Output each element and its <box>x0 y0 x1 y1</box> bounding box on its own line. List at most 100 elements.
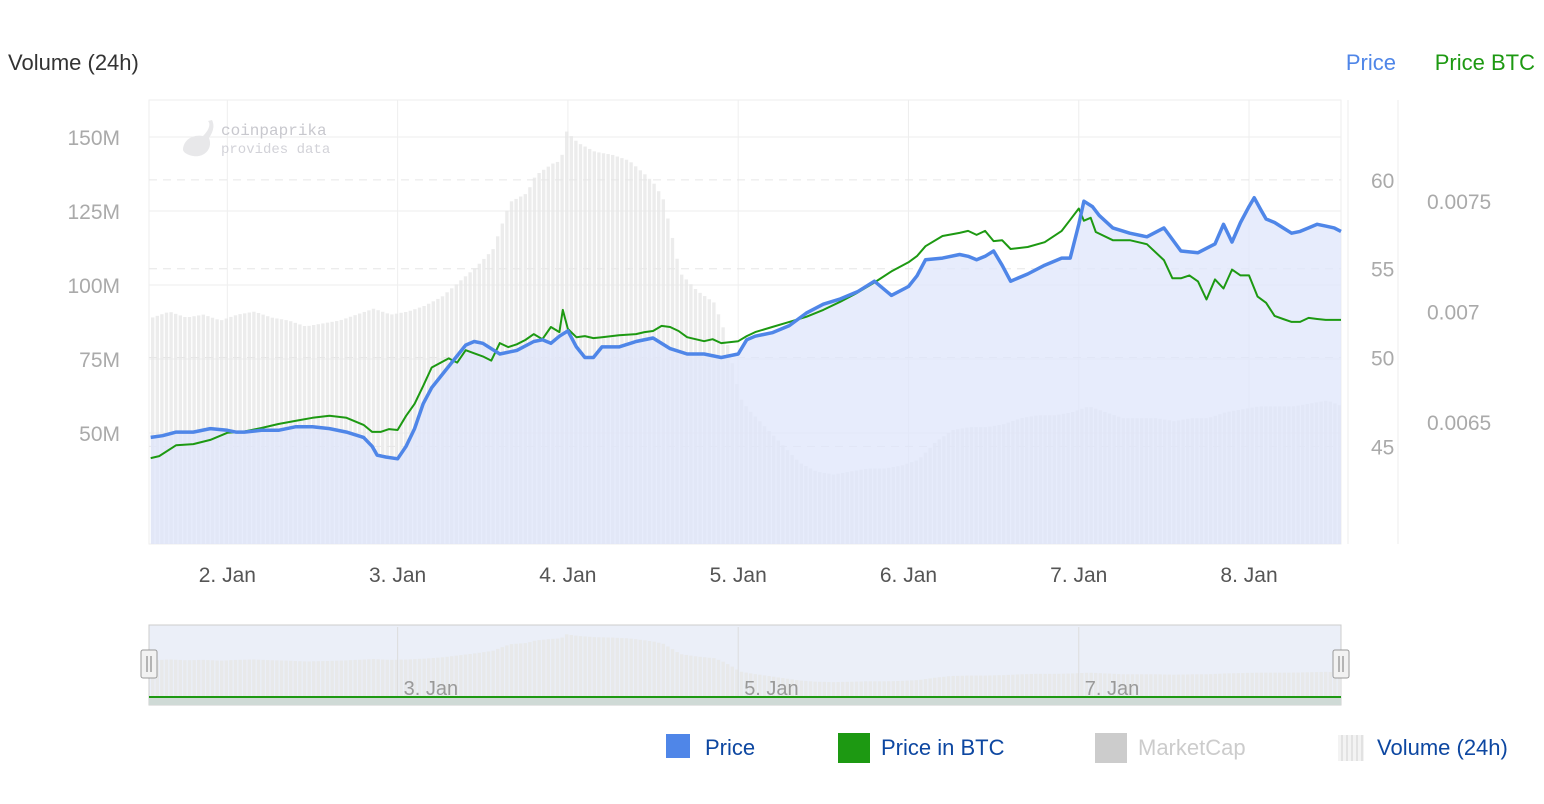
navigator-volume-bar <box>1176 674 1181 697</box>
navigator-volume-bar <box>1273 672 1277 697</box>
navigator-volume-bar <box>873 681 877 697</box>
navigator-volume-bar <box>698 656 702 697</box>
navigator-volume-bar <box>615 637 619 697</box>
navigator-volume-bar <box>1337 672 1342 697</box>
navigator-volume-bar <box>1250 672 1254 697</box>
navigator-volume-bar <box>749 673 753 697</box>
navigator-volume-bar <box>670 649 675 697</box>
volume-bar <box>192 316 196 544</box>
volume-tick-label: 150M <box>67 127 120 150</box>
navigator-volume-bar <box>652 641 656 697</box>
navigator-volume-bar <box>220 660 224 697</box>
navigator-volume-bar <box>647 640 652 697</box>
navigator-volume-bar <box>436 657 440 697</box>
navigator-handle-left[interactable] <box>140 649 158 679</box>
price-btc-axis-title[interactable]: Price BTC <box>1435 50 1535 75</box>
navigator-volume-bar <box>316 661 320 697</box>
navigator-volume-bar <box>661 643 665 697</box>
volume-bar <box>233 315 238 544</box>
navigator-volume-bar <box>813 681 817 697</box>
navigator-volume-bar <box>1071 673 1075 697</box>
navigator-volume-bar <box>836 682 840 697</box>
navigator-volume-bar <box>767 676 771 697</box>
navigator-volume-bar <box>758 674 762 697</box>
navigator-volume-bar <box>523 643 527 697</box>
navigator-volume-bar <box>928 678 932 697</box>
price-btc-tick-label: 0.0075 <box>1427 191 1491 214</box>
navigator-volume-bar <box>1255 672 1259 697</box>
navigator-volume-bar <box>555 638 560 697</box>
navigator-volume-bar <box>298 661 302 697</box>
navigator-volume-bar <box>1094 672 1098 697</box>
x-tick-label: 7. Jan <box>1050 564 1107 587</box>
navigator-volume-bar <box>1103 673 1107 697</box>
volume-bar <box>358 313 362 544</box>
legend-item-price-btc[interactable]: Price in BTC <box>838 733 1005 763</box>
navigator-volume-bar <box>1158 674 1162 697</box>
x-tick-label: 2. Jan <box>199 564 256 587</box>
navigator-volume-bar <box>224 660 228 697</box>
navigator-volume-bar <box>992 675 997 697</box>
navigator-volume-bar <box>1015 674 1020 697</box>
coinpaprika-watermark: coinpaprika provides data <box>183 120 330 158</box>
navigator-volume-bar <box>1130 674 1135 697</box>
volume-bar <box>578 144 583 544</box>
navigator-handle-right[interactable] <box>1332 649 1350 679</box>
navigator[interactable]: 3. Jan 5. Jan 7. Jan <box>140 624 1350 706</box>
navigator-volume-bar <box>500 647 504 697</box>
navigator-volume-bar <box>307 661 311 697</box>
legend-item-marketcap[interactable]: MarketCap <box>1095 733 1246 763</box>
navigator-volume-bar <box>468 653 472 697</box>
volume-bar <box>178 315 182 544</box>
navigator-volume-bar <box>657 642 661 697</box>
price-btc-line <box>150 207 1341 460</box>
navigator-volume-bar <box>270 660 274 697</box>
navigator-volume-bar <box>1057 673 1061 697</box>
price-btc-tick-label: 0.007 <box>1427 301 1480 324</box>
navigator-volume-bar <box>680 654 684 697</box>
navigator-volume-bar <box>1314 672 1319 697</box>
legend-item-volume[interactable]: Volume (24h) <box>1338 735 1508 761</box>
navigator-volume-bar <box>1025 674 1029 697</box>
navigator-volume-bar <box>864 681 868 697</box>
navigator-volume-bar <box>1328 671 1332 697</box>
volume-bar <box>592 151 596 544</box>
navigator-volume-bar <box>496 648 500 697</box>
axes: 50M 75M 100M 125M 150M 45 50 55 60 0.0065 0.007 0.0… <box>67 100 1491 587</box>
navigator-volume-bar <box>601 637 606 697</box>
navigator-volume-bar <box>923 679 928 697</box>
navigator-volume-bar <box>1126 674 1130 697</box>
navigator-volume-bar <box>206 660 210 697</box>
navigator-volume-bar <box>344 660 348 697</box>
navigator-volume <box>151 634 1342 697</box>
navigator-volume-bar <box>914 680 918 697</box>
navigator-volume-bar <box>946 676 951 697</box>
navigator-volume-bar <box>1186 674 1190 697</box>
navigator-volume-bar <box>574 635 578 697</box>
volume-bar <box>362 311 366 544</box>
navigator-volume-bar <box>1259 672 1263 697</box>
navigator-volume-bar <box>312 661 316 697</box>
navigator-volume-bar <box>473 653 477 697</box>
navigator-volume-bar <box>509 644 514 697</box>
navigator-volume-bar <box>785 678 790 697</box>
navigator-volume-bar <box>1209 674 1213 697</box>
navigator-volume-bar <box>1232 673 1236 697</box>
legend-item-price[interactable]: Price <box>666 734 755 760</box>
volume-bar <box>394 313 399 544</box>
legend-swatch-price <box>666 734 690 758</box>
navigator-volume-bar <box>868 681 872 697</box>
navigator-volume-bar <box>578 636 583 697</box>
navigator-volume-bar <box>1066 673 1070 697</box>
legend-label-price: Price <box>705 735 755 760</box>
navigator-volume-bar <box>693 656 698 697</box>
navigator-volume-bar <box>339 660 343 697</box>
navigator-volume-bar <box>1236 673 1240 697</box>
navigator-volume-bar <box>891 681 895 697</box>
navigator-volume-bar <box>781 678 785 697</box>
x-tick-label: 8. Jan <box>1220 564 1277 587</box>
price-axis-title[interactable]: Price <box>1346 50 1396 75</box>
navigator-volume-bar <box>1080 673 1084 697</box>
navigator-volume-bar <box>569 635 573 697</box>
volume-bar <box>247 312 251 544</box>
